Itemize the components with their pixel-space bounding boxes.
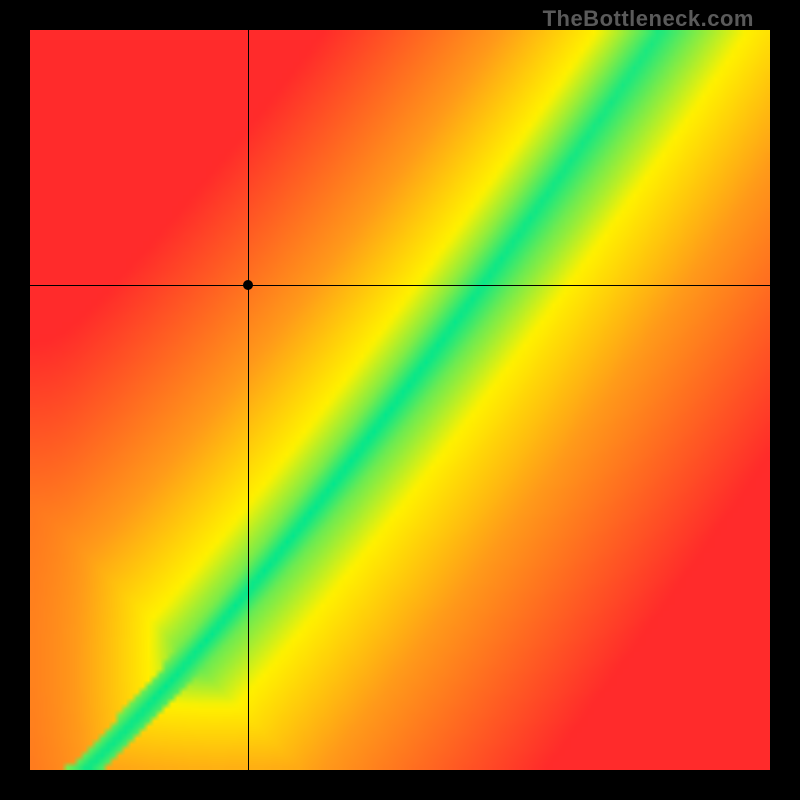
crosshair-horizontal [30, 285, 770, 286]
heatmap-canvas [30, 30, 770, 770]
plot-area [30, 30, 770, 770]
watermark-text: TheBottleneck.com [543, 6, 754, 32]
crosshair-vertical [248, 30, 249, 770]
